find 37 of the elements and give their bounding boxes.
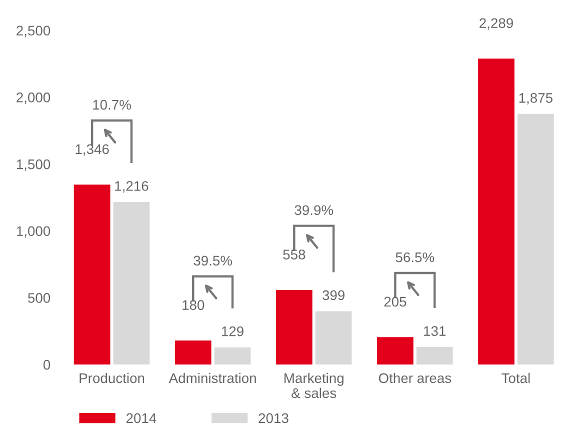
annotation: 56.5% [396, 252, 434, 262]
bar [315, 311, 352, 365]
data-label: 131 [424, 326, 446, 336]
bar [377, 337, 414, 365]
data-label: 180 [182, 300, 204, 310]
bar [416, 347, 453, 365]
annotation: 39.9% [294, 205, 334, 216]
data-label: 205 [384, 296, 406, 307]
bar [174, 340, 212, 365]
bar [214, 347, 251, 365]
x-tick-label: Total [502, 372, 530, 384]
data-label: 2,289 [480, 18, 513, 30]
annotation: 10.7% [93, 100, 131, 110]
annotation: 39.5% [194, 256, 232, 266]
bar [74, 184, 110, 365]
x-tick-label: Other areas [378, 372, 452, 384]
data-label: 1,346 [76, 144, 109, 156]
x-tick-label: Production [80, 372, 144, 384]
x-tick-label: Administration [168, 372, 256, 384]
y-tick-label: 0 [43, 360, 50, 370]
y-tick-label: 2,500 [16, 26, 50, 38]
bar [276, 290, 312, 365]
y-tick-label: 2,000 [16, 92, 50, 104]
data-label: 129 [222, 326, 244, 336]
y-tick-label: 500 [28, 293, 50, 303]
legend-label: 2014 [126, 413, 156, 424]
y-tick-label: 1,000 [16, 226, 50, 238]
y-tick-label: 1,500 [16, 159, 50, 171]
legend-label: 2013 [258, 413, 288, 424]
data-label: 558 [283, 250, 306, 260]
bar [517, 114, 554, 365]
data-label: 1,875 [519, 93, 552, 104]
bar [478, 58, 514, 365]
data-label: 399 [322, 290, 344, 300]
data-label: 1,216 [115, 181, 148, 193]
x-tick-label: Marketing & sales [284, 372, 344, 398]
bar [113, 202, 150, 365]
